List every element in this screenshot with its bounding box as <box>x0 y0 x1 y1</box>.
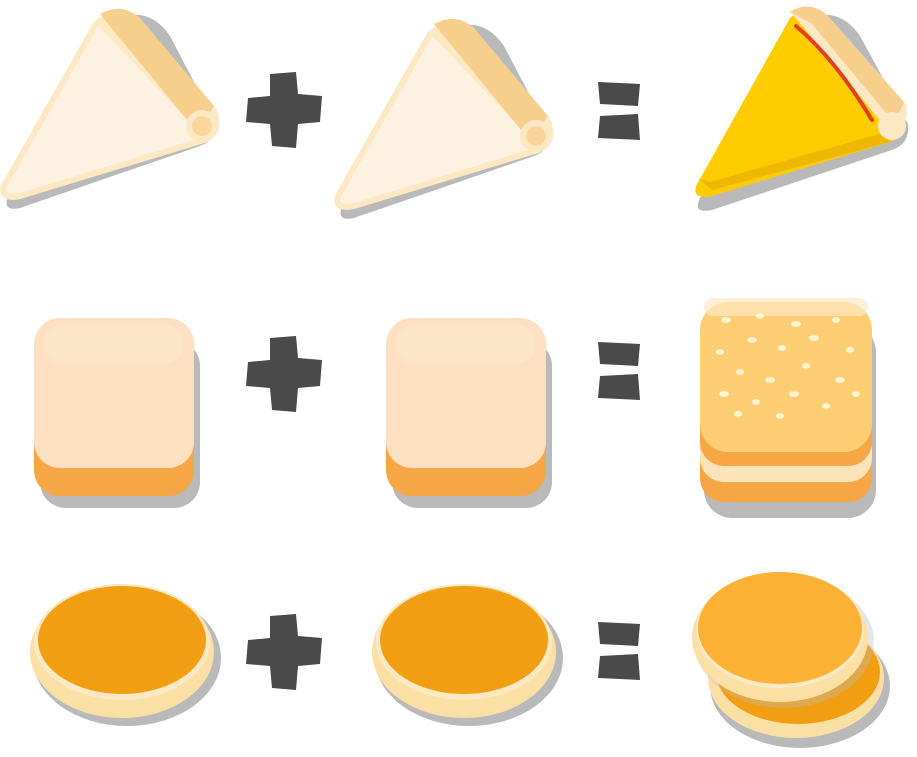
stacked-buns-icon[interactable] <box>688 568 894 752</box>
plus-icon <box>244 70 324 150</box>
equals-icon <box>596 80 642 144</box>
bread-slice-icon[interactable] <box>24 318 204 510</box>
plus-icon <box>244 612 324 692</box>
bun-half-icon[interactable] <box>28 574 222 728</box>
plus-icon <box>244 334 324 414</box>
pizza-crust-slice-icon[interactable] <box>334 10 559 225</box>
bread-slice-icon[interactable] <box>376 318 556 510</box>
equals-icon <box>596 620 642 684</box>
cheese-pizza-slice-icon[interactable] <box>686 0 917 215</box>
sesame-sandwich-stack-icon[interactable] <box>690 298 882 520</box>
pizza-crust-slice-icon[interactable] <box>0 0 225 215</box>
equals-icon <box>596 340 642 404</box>
bun-half-icon[interactable] <box>370 574 564 728</box>
